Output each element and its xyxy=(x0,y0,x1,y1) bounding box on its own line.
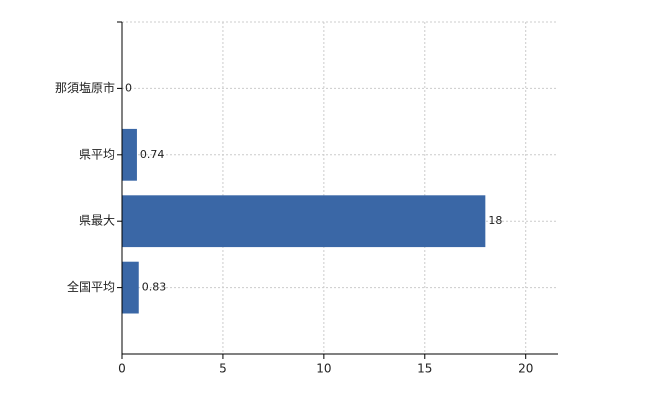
bar xyxy=(122,128,137,181)
y-tick-label: 那須塩原市 xyxy=(55,80,115,95)
y-tick-label: 県最大 xyxy=(79,214,115,228)
value-label: 0.83 xyxy=(142,281,167,294)
y-tick-label: 県平均 xyxy=(79,147,115,161)
bar xyxy=(122,195,486,248)
x-tick-label: 10 xyxy=(316,362,331,376)
x-tick-label: 15 xyxy=(417,362,432,376)
value-label: 0.74 xyxy=(140,148,165,161)
x-tick-label: 0 xyxy=(118,362,126,376)
value-label: 18 xyxy=(488,214,502,227)
value-label: 0 xyxy=(125,81,132,94)
x-tick-label: 20 xyxy=(518,362,533,376)
y-tick-label: 全国平均 xyxy=(67,279,115,294)
bar xyxy=(122,261,139,314)
x-tick-label: 5 xyxy=(219,362,227,376)
